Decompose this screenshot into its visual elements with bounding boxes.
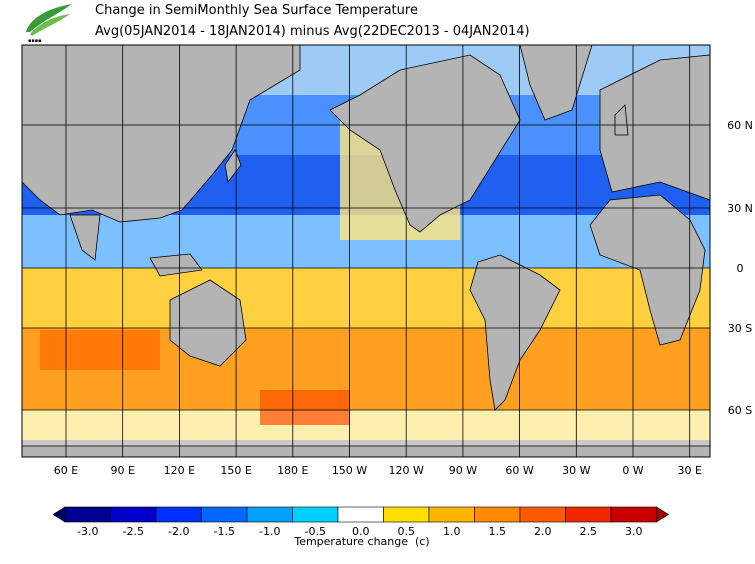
colorbar-box bbox=[110, 506, 157, 523]
colorbar-label: -2.5 bbox=[123, 525, 144, 538]
colorbar-box bbox=[201, 506, 248, 523]
colorbar-box bbox=[246, 506, 293, 523]
map bbox=[21, 44, 711, 458]
lon-label: 60 W bbox=[505, 464, 533, 477]
colorbar-label: -1.5 bbox=[214, 525, 235, 538]
colorbar-label: -0.5 bbox=[305, 525, 326, 538]
lat-label: 60 N bbox=[727, 119, 753, 132]
colorbar-box bbox=[337, 506, 384, 523]
colorbar-label: -1.0 bbox=[259, 525, 280, 538]
colorbar-label: -3.0 bbox=[77, 525, 98, 538]
colorbar-box bbox=[428, 506, 475, 523]
lon-label: 180 E bbox=[277, 464, 308, 477]
lon-label: 90 W bbox=[449, 464, 477, 477]
lon-label: 150 W bbox=[332, 464, 367, 477]
subtitle: Avg(05JAN2014 - 18JAN2014) minus Avg(22D… bbox=[95, 24, 530, 39]
colorbar-label: 0.5 bbox=[398, 525, 416, 538]
colorbar-label: -2.0 bbox=[168, 525, 189, 538]
lon-label: 120 E bbox=[164, 464, 195, 477]
colorbar-box bbox=[610, 506, 657, 523]
lon-label: 30 W bbox=[562, 464, 590, 477]
lon-label: 90 E bbox=[110, 464, 134, 477]
colorbar-box bbox=[155, 506, 202, 523]
lat-label: 0 bbox=[737, 262, 744, 275]
lat-label: 30 S bbox=[728, 322, 752, 335]
title: Change in SemiMonthly Sea Surface Temper… bbox=[95, 3, 418, 18]
colorbar-label: 3.0 bbox=[625, 525, 643, 538]
colorbar-box bbox=[474, 506, 521, 523]
lon-label: 0 W bbox=[622, 464, 643, 477]
colorbar-box bbox=[565, 506, 612, 523]
colorbar-title: Temperature change (c) bbox=[293, 535, 429, 548]
lat-label: 60 S bbox=[728, 404, 752, 417]
colorbar-box bbox=[383, 506, 430, 523]
colorbar-label: 1.5 bbox=[489, 525, 507, 538]
lat-label: 30 N bbox=[727, 202, 753, 215]
lon-label: 30 E bbox=[677, 464, 701, 477]
lon-label: 150 E bbox=[220, 464, 251, 477]
svg-text:▪▪▪▪: ▪▪▪▪ bbox=[28, 38, 42, 44]
colorbar-label: 2.0 bbox=[534, 525, 552, 538]
colorbar-under bbox=[52, 506, 66, 523]
lon-label: 60 E bbox=[54, 464, 78, 477]
colorbar-label: 2.5 bbox=[580, 525, 598, 538]
logo: ▪▪▪▪ bbox=[26, 4, 72, 44]
colorbar-box bbox=[64, 506, 111, 523]
colorbar-label: 1.0 bbox=[443, 525, 461, 538]
lon-label: 120 W bbox=[389, 464, 424, 477]
colorbar-label: 0.0 bbox=[352, 525, 370, 538]
colorbar-box bbox=[519, 506, 566, 523]
colorbar-box bbox=[292, 506, 339, 523]
colorbar-over bbox=[656, 506, 670, 523]
